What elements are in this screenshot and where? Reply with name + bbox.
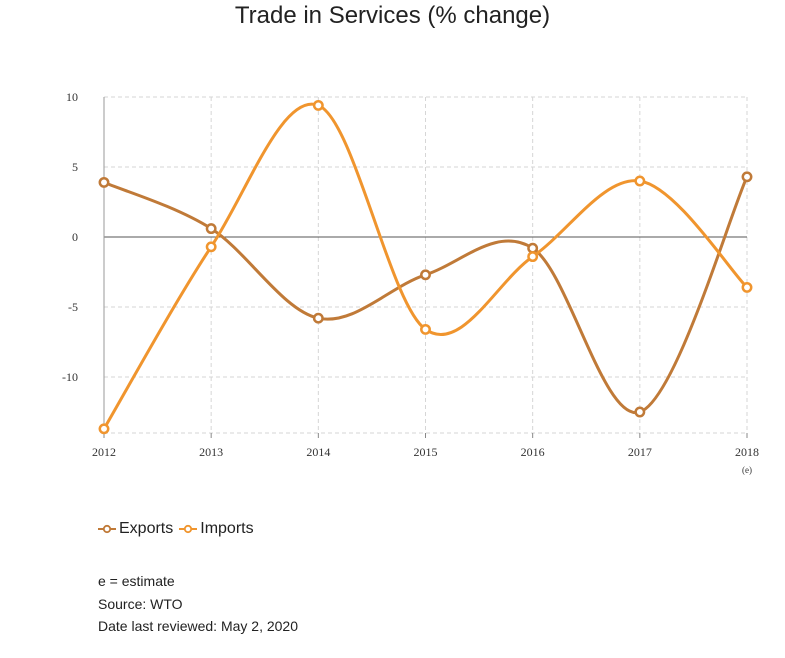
y-tick-label: 5 bbox=[72, 160, 78, 174]
y-tick-label: -10 bbox=[62, 370, 78, 384]
data-point-exports[interactable] bbox=[741, 171, 753, 183]
x-tick-sublabel: (e) bbox=[742, 465, 752, 475]
x-tick-label: 2018 bbox=[735, 445, 759, 459]
x-tick-label: 2017 bbox=[628, 445, 652, 459]
y-tick-label: 0 bbox=[72, 230, 78, 244]
chart-title: Trade in Services (% change) bbox=[234, 2, 551, 29]
y-tick-label: -5 bbox=[68, 300, 78, 314]
data-point-imports[interactable] bbox=[205, 241, 217, 253]
x-tick-label: 2013 bbox=[199, 445, 223, 459]
source-note: Source: WTO bbox=[98, 595, 183, 612]
x-tick-label: 2014 bbox=[306, 445, 330, 459]
data-point-imports[interactable] bbox=[741, 281, 753, 293]
x-tick-label: 2016 bbox=[521, 445, 545, 459]
legend-label-exports: Exports bbox=[119, 520, 174, 537]
axes: 10 5 0 -5 -10 2012 2013 2014 2015 2016 2017 2018 (e) bbox=[62, 90, 759, 475]
y-tick-label: 10 bbox=[66, 90, 78, 104]
reviewed-date-note: Date last reviewed: May 2, 2020 bbox=[98, 618, 298, 634]
data-point-imports[interactable] bbox=[420, 323, 431, 335]
data-point-imports[interactable] bbox=[98, 423, 110, 435]
data-point-imports[interactable] bbox=[527, 251, 539, 263]
series-line-exports bbox=[103, 176, 749, 414]
data-point-exports[interactable] bbox=[420, 269, 431, 281]
estimate-note: e = estimate bbox=[98, 573, 175, 589]
data-point-imports[interactable] bbox=[312, 99, 324, 111]
exports-line-marker-icon bbox=[98, 524, 116, 534]
line-chart: 10 5 0 -5 -10 2012 2013 2014 2015 2016 2017 2018 (e) bbox=[62, 90, 759, 475]
data-point-imports[interactable] bbox=[634, 175, 646, 187]
data-point-exports[interactable] bbox=[205, 223, 217, 235]
imports-line-marker-icon bbox=[179, 524, 198, 534]
data-point-exports[interactable] bbox=[98, 176, 110, 188]
legend-item-exports[interactable]: Exports bbox=[98, 520, 173, 538]
chart-notes: e = estimate Source: WTO Date last revie… bbox=[98, 570, 298, 638]
data-point-exports[interactable] bbox=[527, 242, 539, 254]
legend-label-imports: Imports bbox=[200, 520, 254, 537]
data-points bbox=[98, 99, 753, 435]
legend-item-imports[interactable]: Imports bbox=[179, 520, 254, 538]
legend: Exports Imports bbox=[98, 520, 260, 538]
data-point-exports[interactable] bbox=[634, 406, 646, 418]
x-tick-label: 2012 bbox=[92, 445, 116, 459]
x-tick-label: 2015 bbox=[414, 445, 438, 459]
data-point-exports[interactable] bbox=[312, 312, 324, 324]
